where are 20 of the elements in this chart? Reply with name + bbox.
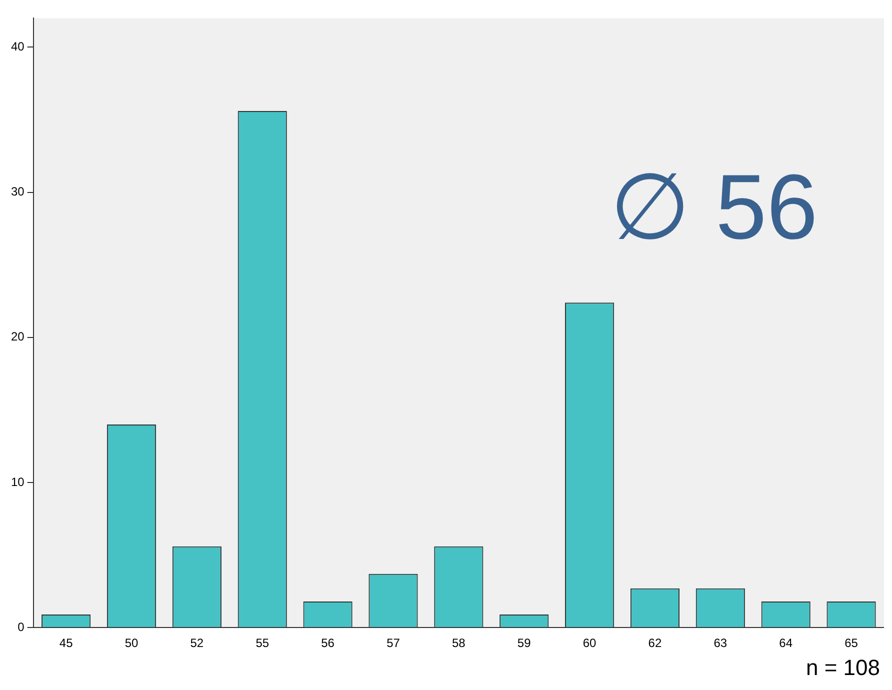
y-tick-label: 0 [18, 620, 25, 634]
text: n = 108 [806, 655, 880, 680]
x-tick-label: 45 [59, 636, 74, 650]
y-tick-label: 30 [10, 184, 25, 199]
x-tick-label: 63 [714, 636, 728, 650]
y-tick-label: 10 [10, 474, 25, 489]
x-tick-label: 59 [517, 636, 532, 650]
x-tick-label: 57 [386, 636, 400, 650]
x-tick-label: 55 [256, 636, 270, 650]
x-tick-label: 62 [648, 636, 662, 650]
x-tick-label: 65 [844, 636, 858, 650]
x-tick-label: 52 [190, 636, 204, 650]
x-tick-label: 58 [452, 636, 466, 650]
x-tick-label: 60 [582, 636, 597, 650]
x-tick-label: 64 [779, 636, 793, 650]
y-tick-label: 20 [10, 330, 25, 344]
x-tick-label: 56 [321, 636, 335, 650]
annotation: ∅ 56 [610, 156, 818, 259]
x-tick-label: 50 [124, 636, 138, 650]
y-tick-label: 40 [10, 40, 25, 54]
